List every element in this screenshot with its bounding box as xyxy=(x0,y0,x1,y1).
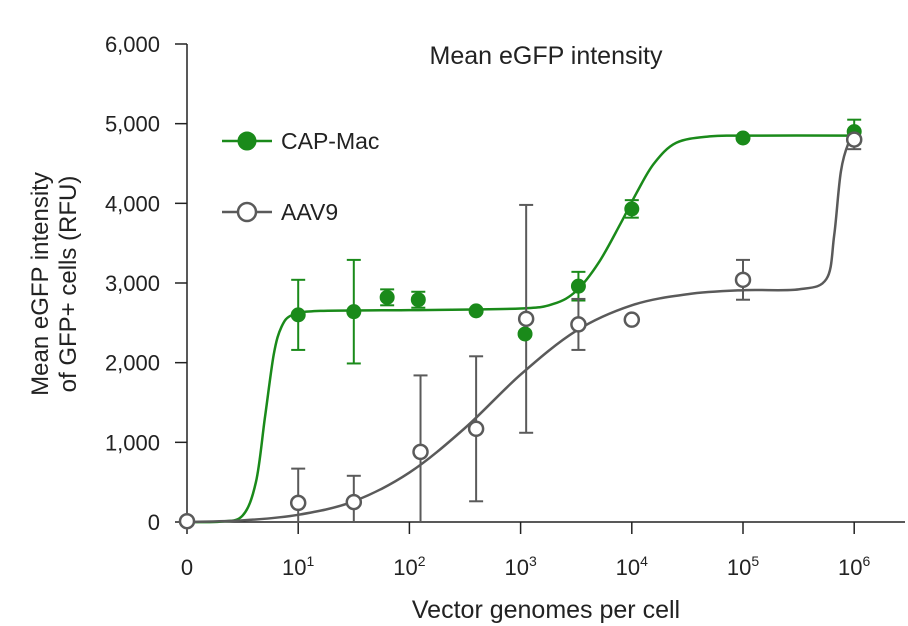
x-tick-label: 0 xyxy=(181,555,193,580)
x-tick-label: 103 xyxy=(504,553,536,580)
x-tick-label: 102 xyxy=(393,553,425,580)
aav9-point xyxy=(345,493,363,511)
x-tick-label: 105 xyxy=(727,553,759,580)
x-tick-label: 106 xyxy=(838,553,870,580)
fit-curves xyxy=(186,134,855,524)
chart-title: Mean eGFP intensity xyxy=(430,42,663,70)
cap-mac-point xyxy=(379,289,395,305)
y-tick-label: 1,000 xyxy=(105,430,160,455)
aav9-point xyxy=(289,494,307,512)
aav9-point xyxy=(734,271,752,289)
legend: CAP-Mac AAV9 xyxy=(222,128,379,225)
legend-aav9-label: AAV9 xyxy=(281,199,338,225)
legend-aav9-marker xyxy=(236,201,258,223)
y-axis-label-line2: of GFP+ cells (RFU) xyxy=(55,176,82,393)
cap-mac-point xyxy=(517,326,533,342)
cap-mac-fit-curve xyxy=(186,134,855,524)
aav9-point xyxy=(570,316,587,333)
y-axis-label-line1: Mean eGFP intensity xyxy=(27,172,54,396)
y-tick-label: 3,000 xyxy=(105,271,160,296)
x-tick-label: 104 xyxy=(616,553,648,580)
aav9-point xyxy=(845,131,863,148)
y-tick-label: 4,000 xyxy=(105,191,160,216)
cap-mac-point xyxy=(346,304,362,320)
y-axis-label: Mean eGFP intensity of GFP+ cells (RFU) xyxy=(27,172,82,396)
aav9-point xyxy=(178,512,196,530)
aav9-point xyxy=(517,310,535,328)
aav9-fit-curve xyxy=(186,138,855,524)
cap-mac-point xyxy=(290,307,306,323)
data-points xyxy=(178,124,863,530)
cap-mac-point xyxy=(468,303,484,319)
cap-mac-point xyxy=(735,130,751,146)
y-tick-label: 5,000 xyxy=(105,112,160,137)
y-tick-label: 2,000 xyxy=(105,351,160,376)
x-tick-label: 101 xyxy=(282,553,314,580)
cap-mac-point xyxy=(570,278,586,294)
x-axis-label: Vector genomes per cell xyxy=(412,596,680,624)
aav9-point xyxy=(467,420,485,438)
cap-mac-point xyxy=(410,292,426,308)
axes: 0 1,000 2,000 3,000 4,000 5,000 6,000 0 101 102 10… xyxy=(105,32,905,580)
legend-cap-mac-label: CAP-Mac xyxy=(281,128,379,154)
aav9-point xyxy=(623,311,641,328)
y-tick-label: 6,000 xyxy=(105,32,160,57)
legend-cap-mac-marker xyxy=(237,131,257,151)
aav9-point xyxy=(412,443,429,461)
cap-mac-point xyxy=(624,201,640,217)
y-tick-label: 0 xyxy=(148,510,160,535)
